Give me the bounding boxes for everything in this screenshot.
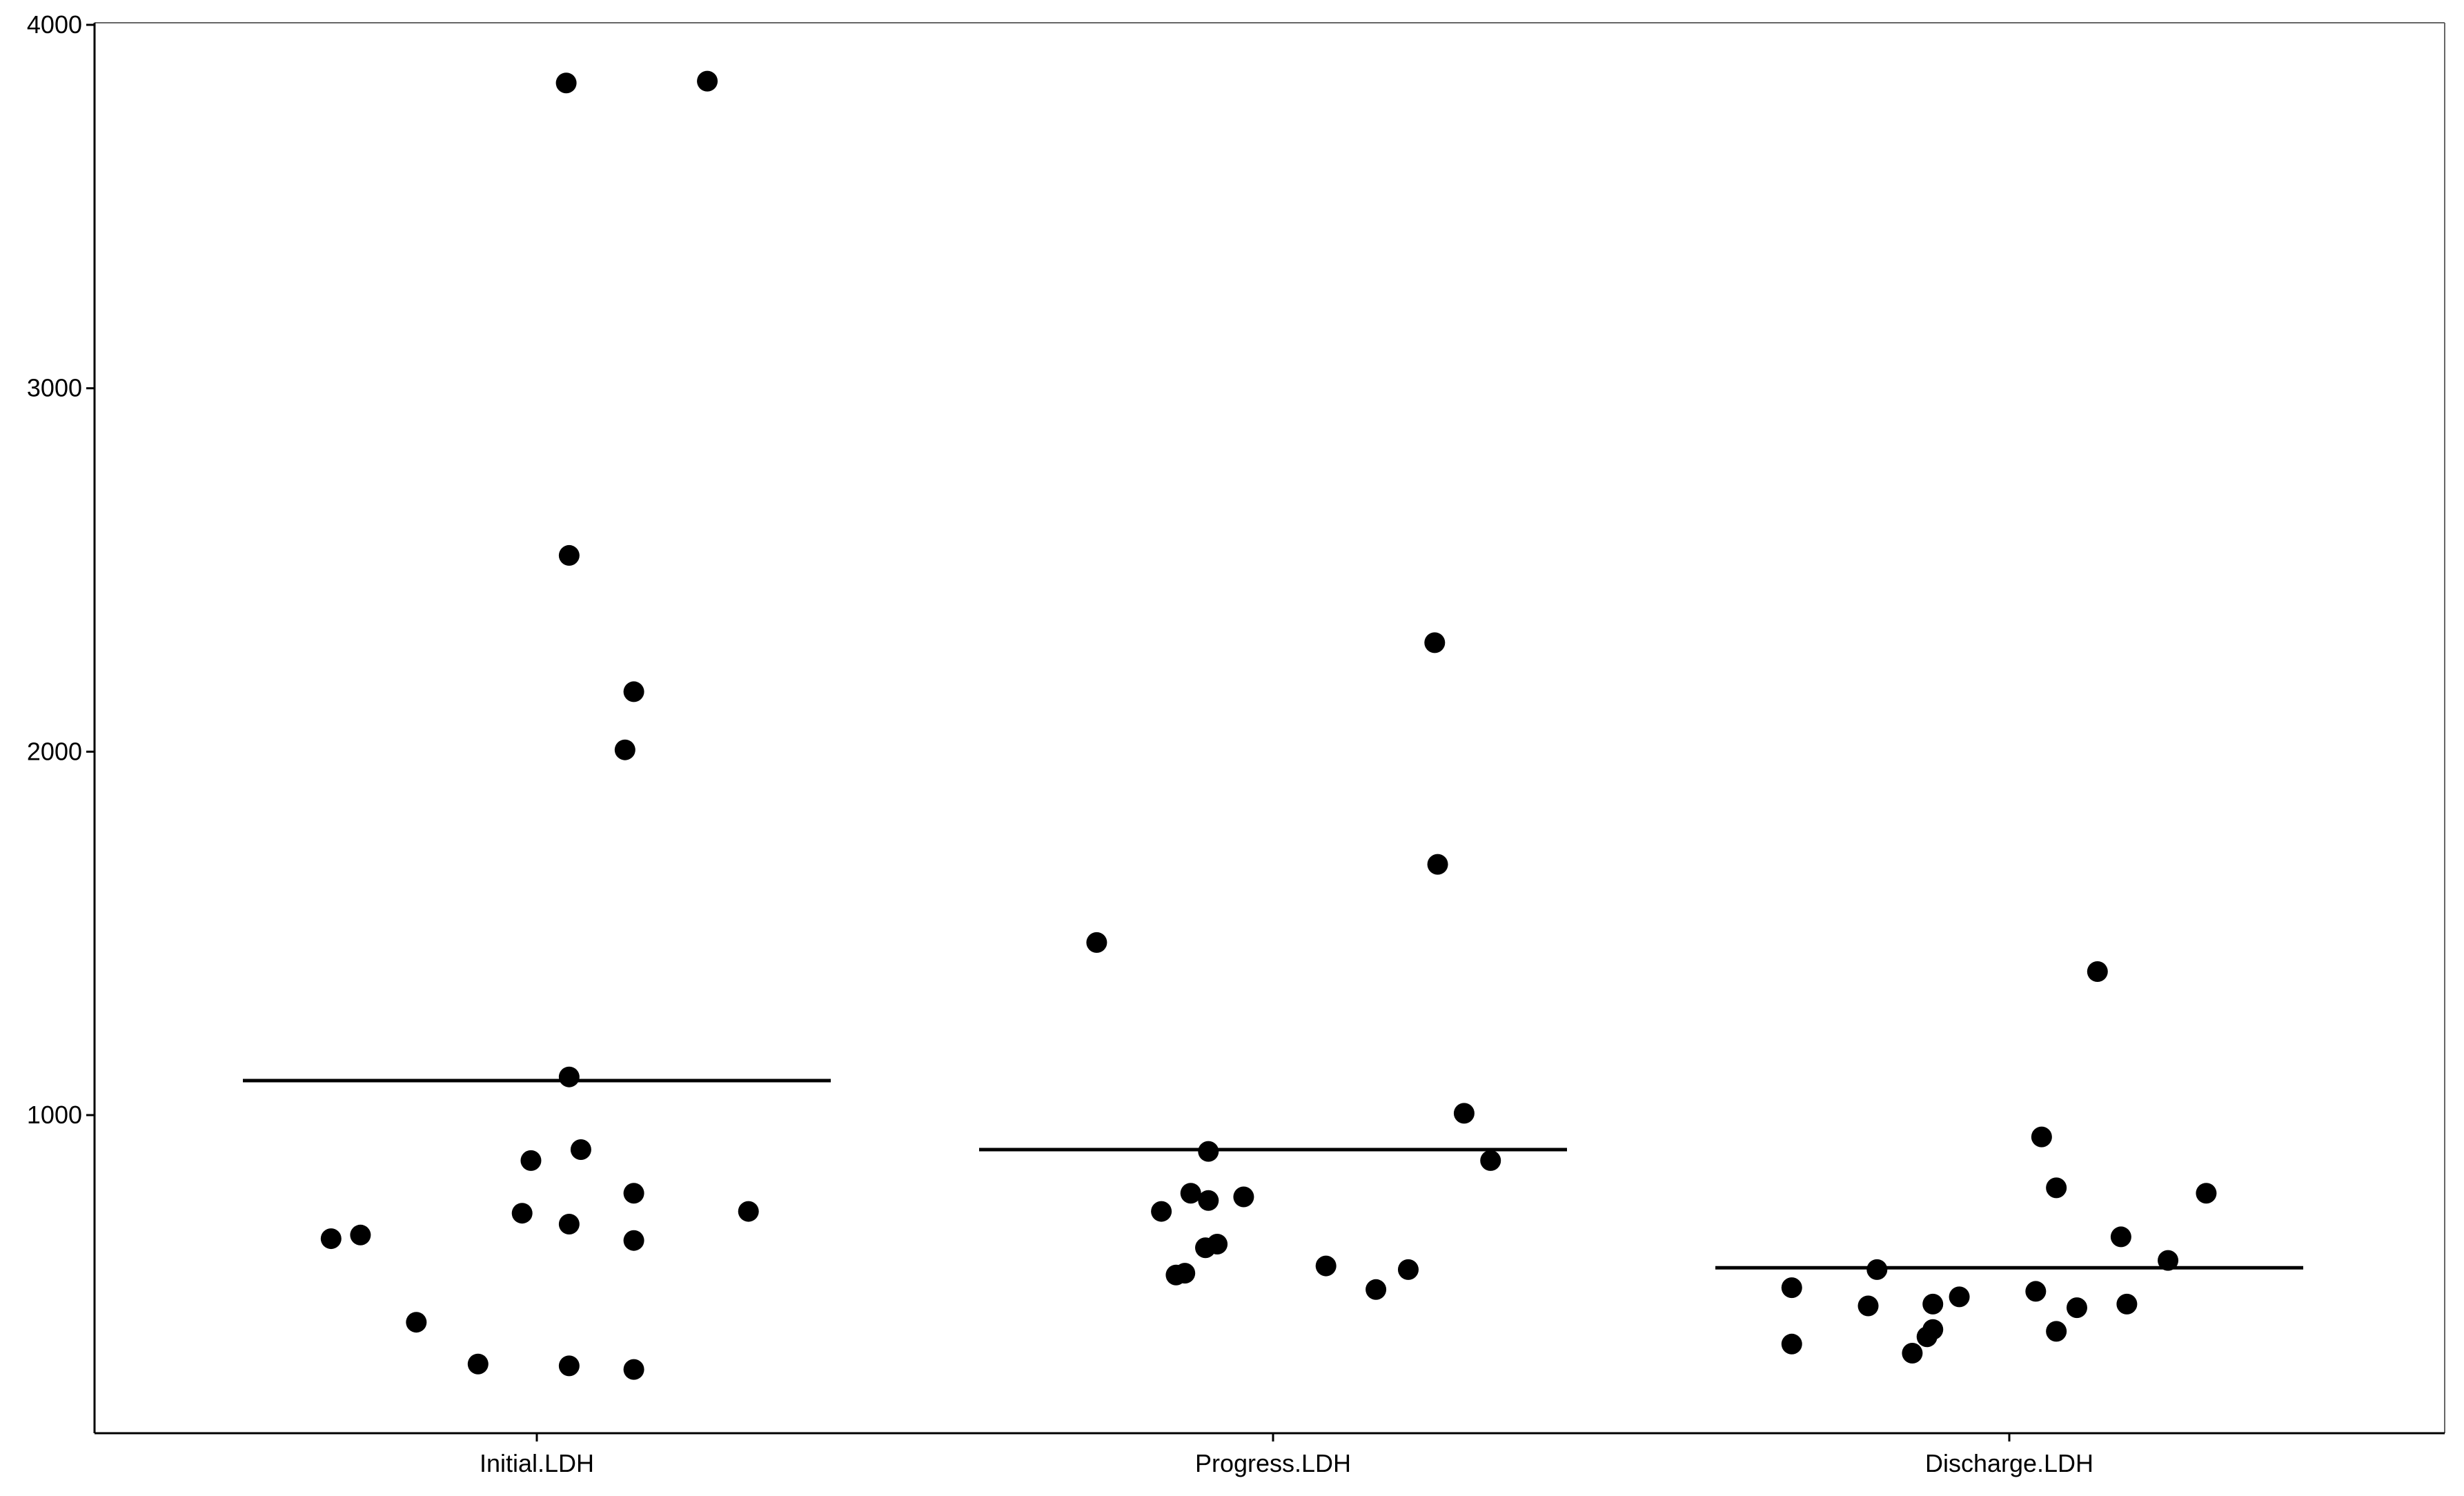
data-point xyxy=(558,1214,580,1234)
plot-frame xyxy=(93,22,2445,1435)
data-points xyxy=(320,70,2217,1380)
x-tick-label: Progress.LDH xyxy=(1195,1449,1351,1477)
data-point xyxy=(2110,1226,2131,1248)
data-point xyxy=(467,1353,489,1375)
data-point xyxy=(350,1224,371,1246)
data-point xyxy=(1233,1186,1254,1208)
data-point xyxy=(1427,854,1448,875)
data-point xyxy=(1207,1233,1228,1254)
data-point xyxy=(1180,1183,1201,1204)
data-point xyxy=(1453,1103,1475,1124)
data-point xyxy=(1198,1141,1219,1162)
data-point xyxy=(614,739,635,760)
data-point xyxy=(2046,1177,2067,1199)
data-point xyxy=(2087,961,2108,982)
data-point xyxy=(2025,1281,2047,1302)
y-axis-ticks: 1000 2000 3000 4000 xyxy=(27,10,95,1129)
data-point xyxy=(570,1139,591,1161)
data-point xyxy=(1949,1286,1970,1308)
data-point xyxy=(1151,1201,1172,1222)
data-point xyxy=(1366,1279,1387,1300)
y-tick-label: 3000 xyxy=(27,374,82,402)
y-tick-label: 2000 xyxy=(27,737,82,765)
data-point xyxy=(1315,1255,1337,1277)
data-point xyxy=(555,72,577,94)
data-point xyxy=(623,1359,644,1380)
median-lines xyxy=(243,1079,2303,1270)
data-point xyxy=(2066,1297,2087,1319)
x-tick-label: Initial.LDH xyxy=(480,1449,594,1477)
data-point xyxy=(1866,1259,1888,1280)
data-point xyxy=(1781,1333,1802,1355)
data-point xyxy=(623,1230,644,1251)
data-point xyxy=(320,1228,342,1250)
x-tick-label: Discharge.LDH xyxy=(1925,1449,2093,1477)
data-point xyxy=(623,1183,644,1204)
y-tick-label: 1000 xyxy=(27,1101,82,1129)
x-axis-ticks: Initial.LDH Progress.LDH Discharge.LDH xyxy=(480,1433,2093,1477)
data-point xyxy=(1397,1259,1419,1280)
data-point xyxy=(2031,1126,2052,1148)
data-point xyxy=(623,681,644,702)
data-point xyxy=(406,1312,427,1333)
data-point xyxy=(511,1203,533,1224)
data-point xyxy=(2116,1293,2138,1315)
data-point xyxy=(738,1201,759,1222)
data-point xyxy=(558,1355,580,1377)
data-point xyxy=(1902,1342,1923,1364)
data-point xyxy=(1922,1293,1944,1315)
data-point xyxy=(1480,1150,1501,1171)
data-point xyxy=(697,70,718,92)
data-point xyxy=(2196,1183,2217,1204)
data-point xyxy=(1424,632,1446,653)
data-point xyxy=(1198,1190,1219,1211)
data-point xyxy=(2158,1250,2179,1271)
data-point xyxy=(1086,932,1107,953)
data-point xyxy=(1781,1277,1802,1299)
data-point xyxy=(558,1066,580,1087)
data-point xyxy=(2046,1321,2067,1342)
data-point xyxy=(1922,1319,1944,1340)
data-point xyxy=(558,544,580,566)
y-tick-label: 4000 xyxy=(27,10,82,39)
data-point xyxy=(1857,1295,1879,1317)
data-point xyxy=(1174,1263,1196,1284)
data-point xyxy=(520,1150,542,1171)
